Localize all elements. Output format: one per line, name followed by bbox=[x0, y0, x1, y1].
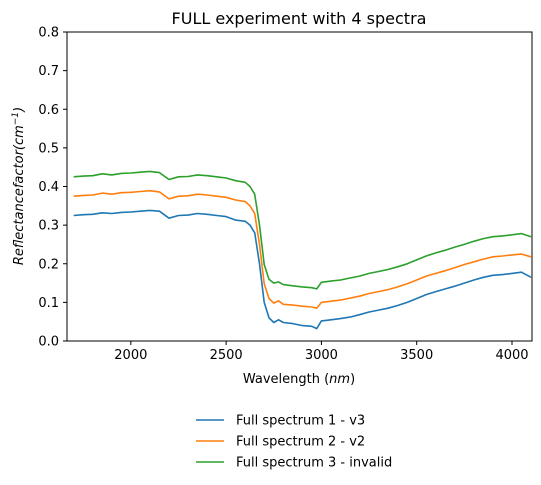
y-tick-label: 0.0 bbox=[38, 335, 59, 350]
legend-label-3: Full spectrum 3 - invalid bbox=[236, 456, 392, 471]
chart-title: FULL experiment with 4 spectra bbox=[172, 9, 427, 28]
y-tick-label: 0.7 bbox=[38, 64, 59, 79]
x-axis-label-main: Wavelength ( bbox=[243, 372, 329, 387]
y-tick-label: 0.4 bbox=[38, 180, 59, 195]
x-tick-label: 3500 bbox=[400, 348, 433, 363]
y-tick-label: 0.6 bbox=[38, 103, 59, 118]
x-axis-label-close: ) bbox=[350, 372, 355, 387]
legend: Full spectrum 1 - v3 Full spectrum 2 - v2… bbox=[196, 414, 392, 471]
x-tick-label: 3000 bbox=[305, 348, 338, 363]
x-axis-label: Wavelength (nm) bbox=[243, 372, 355, 387]
x-axis-label-unit: nm bbox=[329, 372, 350, 387]
y-tick-label: 0.8 bbox=[38, 26, 59, 41]
y-axis-label-exponent: −1 bbox=[11, 112, 21, 125]
legend-label-1: Full spectrum 1 - v3 bbox=[236, 414, 365, 429]
y-tick-label: 0.2 bbox=[38, 257, 59, 272]
y-tick-label: 0.5 bbox=[38, 141, 59, 156]
x-tick-label: 2000 bbox=[114, 348, 147, 363]
x-tick-label: 2500 bbox=[210, 348, 243, 363]
y-tick-label: 0.1 bbox=[38, 296, 59, 311]
legend-label-2: Full spectrum 2 - v2 bbox=[236, 435, 365, 450]
y-axis-label: Reflectancefactor(cm−1) bbox=[11, 107, 27, 265]
y-axis: 0.0 0.1 0.2 0.3 0.4 0.5 0.6 0.7 0.8 bbox=[38, 26, 67, 350]
series-line-2 bbox=[73, 189, 532, 310]
plot-frame bbox=[66, 31, 533, 342]
y-axis-label-close: ) bbox=[12, 107, 27, 113]
series-line-3 bbox=[73, 170, 532, 290]
x-axis: 2000 2500 3000 3500 4000 bbox=[114, 341, 529, 363]
plot-area bbox=[73, 170, 532, 330]
y-tick-label: 0.3 bbox=[38, 219, 59, 234]
series-line-1 bbox=[73, 209, 532, 330]
x-tick-label: 4000 bbox=[495, 348, 528, 363]
